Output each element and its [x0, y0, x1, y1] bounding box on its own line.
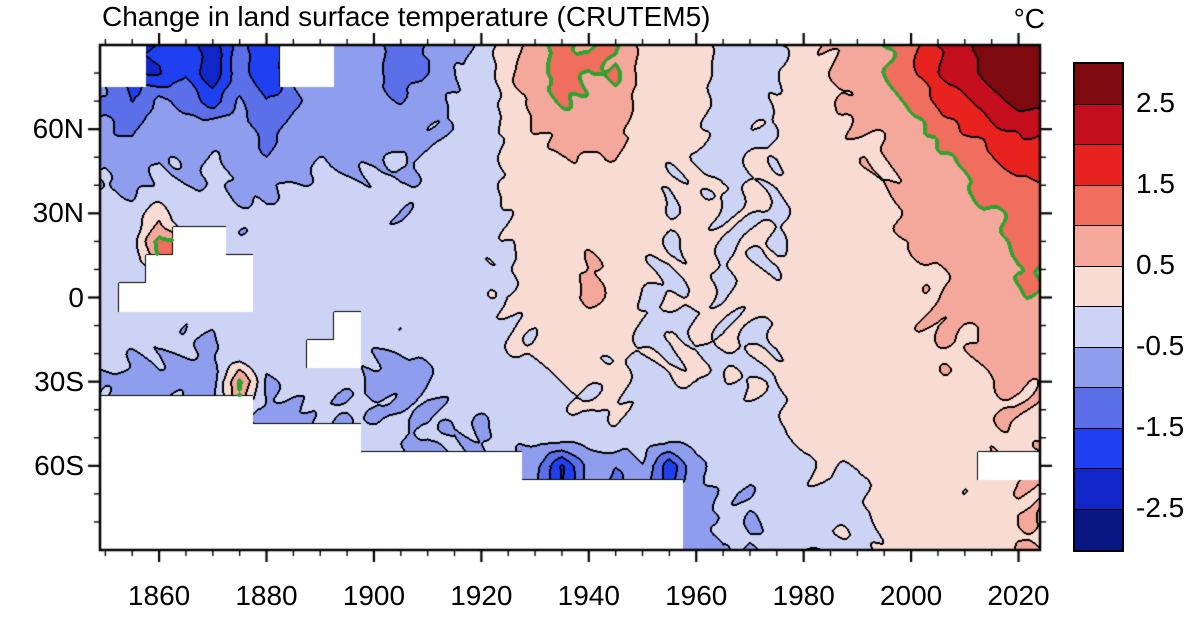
x-tick-label: 1980	[772, 580, 835, 611]
colorbar-tick-label: -0.5	[1136, 329, 1185, 361]
y-tick-label: 30N	[32, 197, 84, 229]
x-tick-label: 1960	[665, 580, 728, 611]
y-tick-label: 60S	[34, 449, 84, 481]
colorbar-tick-label: 0.5	[1136, 248, 1175, 280]
colorbar-segment	[1075, 388, 1122, 429]
y-tick-label: 0	[68, 281, 84, 313]
x-tick-label: 1860	[127, 580, 191, 611]
colorbar-segment	[1075, 347, 1122, 388]
colorbar-segment	[1075, 428, 1122, 469]
units-label: °C	[1013, 3, 1045, 34]
x-tick-label: 1880	[235, 580, 298, 611]
colorbar-segment	[1075, 469, 1122, 510]
y-tick-label: 30S	[34, 365, 84, 397]
colorbar-segment	[1075, 64, 1122, 105]
y-tick-label: 60N	[32, 113, 84, 145]
colorbar-tick-label: 2.5	[1136, 86, 1175, 118]
colorbar-tick-label: 1.5	[1136, 167, 1175, 199]
colorbar-segment	[1075, 145, 1122, 186]
x-tick-label: 2020	[987, 580, 1050, 611]
colorbar-tick-label: -2.5	[1136, 491, 1185, 523]
colorbar-tick-label: -1.5	[1136, 410, 1185, 442]
x-tick-label: 1940	[557, 580, 620, 611]
x-tick-label: 1900	[342, 580, 406, 611]
colorbar	[1073, 62, 1124, 552]
colorbar-segment	[1075, 185, 1122, 226]
x-tick-label: 1920	[450, 580, 513, 611]
colorbar-segment	[1075, 509, 1122, 550]
colorbar-segment	[1075, 307, 1122, 348]
colorbar-segment	[1075, 226, 1122, 267]
colorbar-segment	[1075, 266, 1122, 307]
colorbar-segment	[1075, 104, 1122, 145]
x-tick-label: 2000	[879, 580, 943, 611]
chart-title: Change in land surface temperature (CRUT…	[102, 1, 711, 32]
